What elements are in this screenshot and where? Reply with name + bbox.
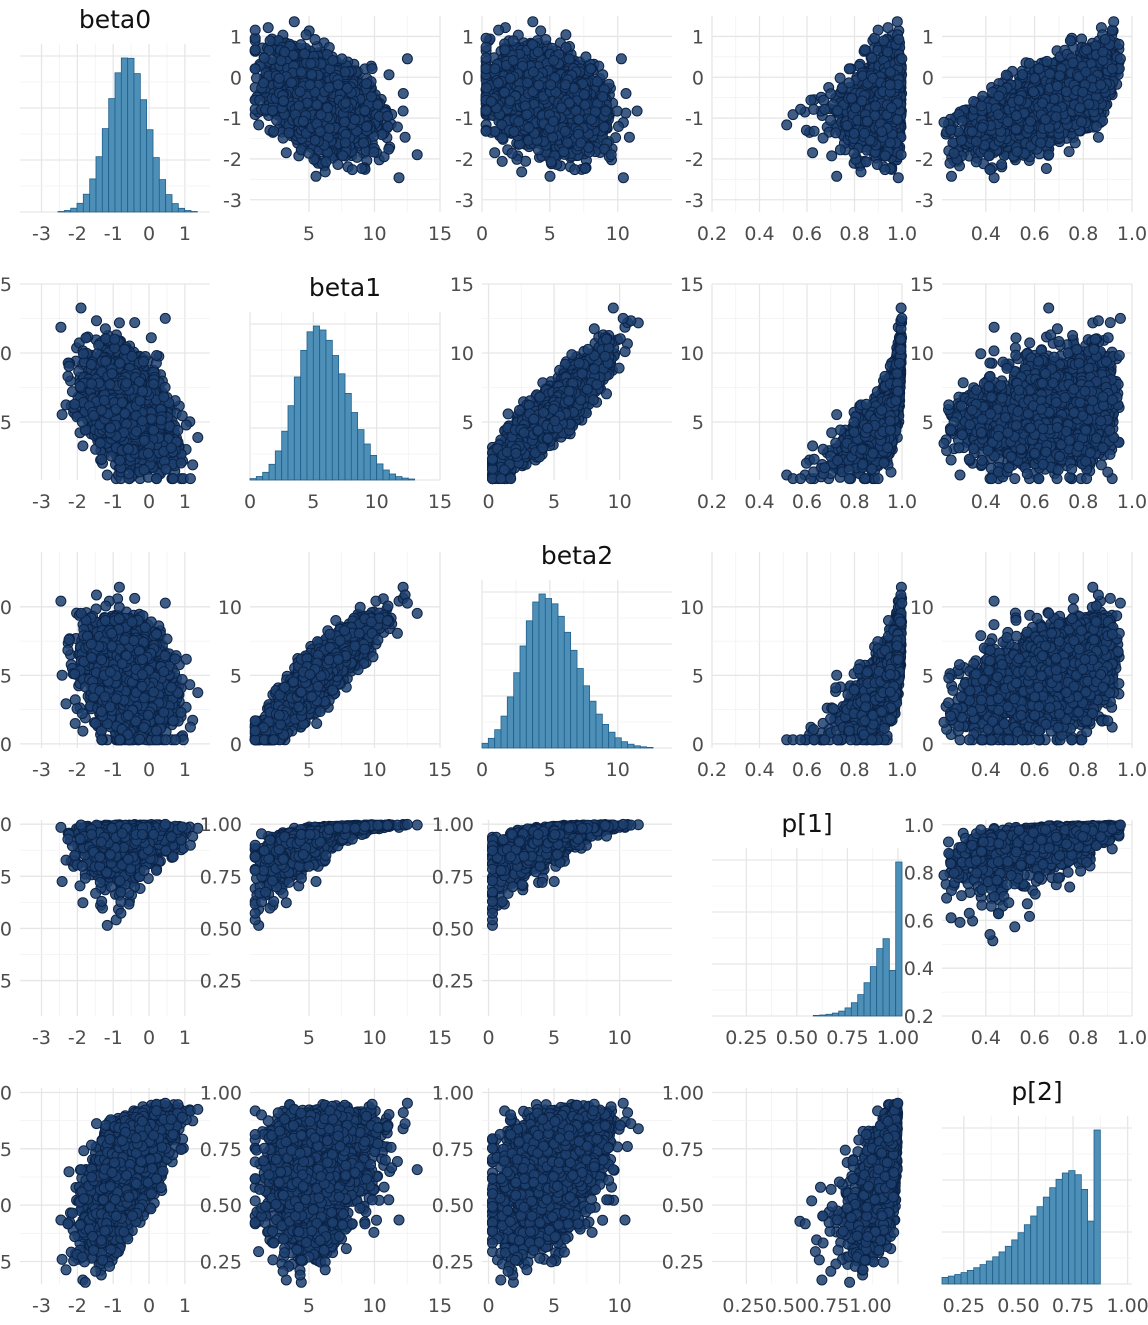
hist-bar bbox=[191, 212, 197, 213]
scatter-point bbox=[311, 171, 321, 181]
hist-bar bbox=[178, 208, 184, 212]
x-tick-label: -2 bbox=[68, 223, 87, 245]
hist-bar bbox=[58, 212, 64, 213]
diagonal-title: beta0 bbox=[79, 5, 151, 34]
hist-bar bbox=[90, 179, 96, 212]
hist-bars bbox=[58, 58, 197, 212]
hist-bar bbox=[166, 195, 172, 212]
hist-bar bbox=[147, 130, 153, 212]
hist-bar bbox=[134, 74, 140, 212]
hist-bar bbox=[102, 129, 108, 212]
hist-bar bbox=[121, 58, 127, 212]
hist-bar bbox=[159, 180, 165, 212]
hist-bar bbox=[96, 157, 102, 212]
hist-bar bbox=[128, 58, 134, 212]
hist-bar bbox=[185, 211, 191, 213]
hist-bar bbox=[64, 211, 70, 213]
x-tick-label: -3 bbox=[32, 223, 51, 245]
x-tick-label: -1 bbox=[104, 223, 123, 245]
hist-bar bbox=[140, 100, 146, 212]
hist-bar bbox=[77, 203, 83, 212]
hist-bar bbox=[109, 99, 115, 212]
panel-r0-c0: beta0 -3 -2 -1 0 1 bbox=[20, 5, 210, 245]
x-tick-label: 1 bbox=[179, 223, 191, 245]
scatter-point bbox=[281, 148, 291, 158]
scatter-points bbox=[250, 17, 422, 183]
hist-bar bbox=[115, 73, 121, 212]
scatter-point bbox=[394, 173, 404, 183]
hist-bar bbox=[83, 194, 89, 212]
hist-bar bbox=[153, 158, 159, 212]
scatter-point bbox=[254, 120, 264, 130]
hist-bar bbox=[71, 208, 77, 212]
panel-r0-c1: 10-1-2-35 10 15 bbox=[223, 16, 452, 245]
x-tick-label: 0 bbox=[143, 223, 155, 245]
hist-bar bbox=[172, 204, 178, 212]
